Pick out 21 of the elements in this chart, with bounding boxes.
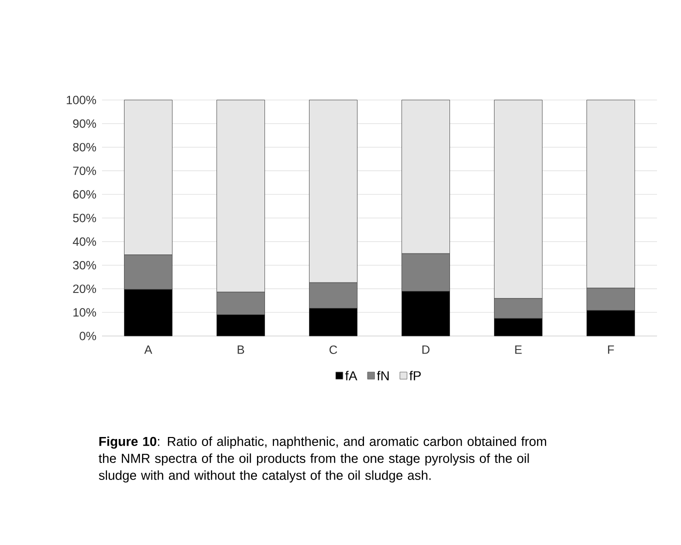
y-tick-label: 30% xyxy=(73,260,96,270)
x-tick-label: A xyxy=(144,346,152,354)
y-tick-label: 90% xyxy=(73,119,96,128)
y-tick-label: 100% xyxy=(66,96,96,104)
y-tick-label: 80% xyxy=(73,142,96,152)
legend-label: fN xyxy=(376,370,389,380)
x-tick-label: E xyxy=(515,346,522,354)
x-tick-label: C xyxy=(330,346,338,354)
y-tick-label: 40% xyxy=(72,237,96,246)
y-tick-label: 60% xyxy=(73,190,96,199)
y-tick-label: 0% xyxy=(80,332,96,340)
x-tick-label: F xyxy=(608,346,614,354)
x-tick-label: D xyxy=(422,346,430,354)
y-tick-label: 20% xyxy=(73,284,96,294)
y-tick-label: 70% xyxy=(73,166,96,176)
text: Figure 10: Ratio of aliphatic, naphthenic, and aromatic carbon obtained from the NMR spectra of the oil products from the one stage pyrolysis of the oil sludge with and without the catalyst of the oil sludge ash. xyxy=(98,436,546,482)
legend-label: fA xyxy=(345,370,358,380)
y-tick-label: 50% xyxy=(73,214,96,222)
y-tick-label: 10% xyxy=(73,308,96,317)
legend-label: fP xyxy=(409,370,421,380)
x-tick-label: B xyxy=(238,346,244,354)
